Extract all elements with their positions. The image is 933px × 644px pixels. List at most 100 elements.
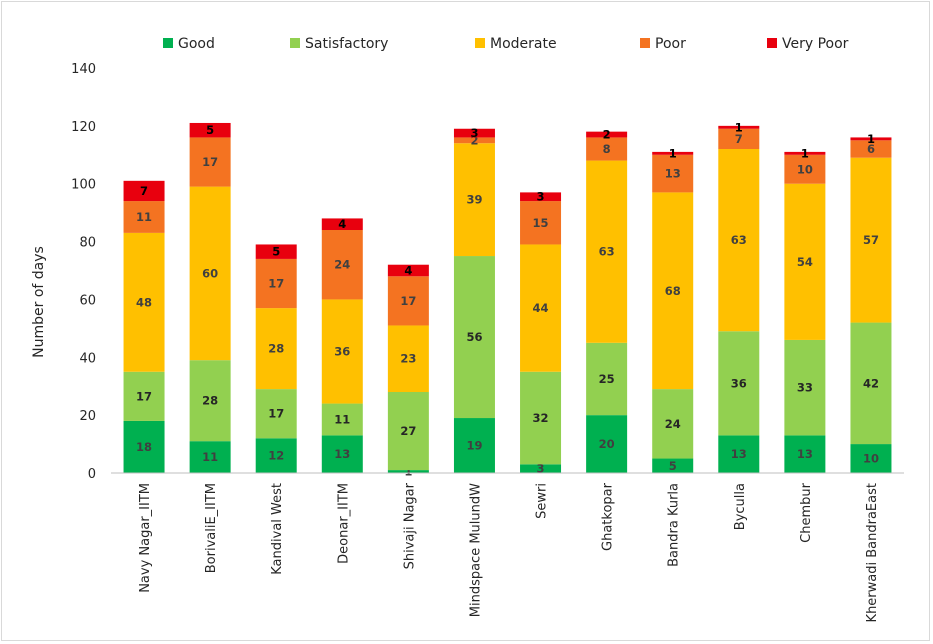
x-tick-label: Kandival West [270, 483, 285, 575]
bar-stack-sewri: 3 32 44 15 3 [520, 190, 562, 476]
bar-segment-very-poor [189, 122, 231, 138]
data-label-very-poor: 1 [867, 132, 875, 146]
bar-stack-navy-nagar-iitm: 18 17 48 11 7 [123, 180, 165, 473]
y-tick-label: 80 [79, 236, 96, 251]
bar-segment-poor [189, 137, 231, 187]
data-label-satisfactory: 36 [731, 376, 747, 390]
legend-label: Very Poor [782, 36, 849, 52]
data-label-moderate: 57 [863, 233, 879, 247]
x-tick-label: Ghatkopar [601, 482, 616, 551]
bar-stack-chembur: 13 33 54 10 1 [784, 146, 826, 473]
bar-segment-poor [453, 137, 495, 144]
bar-segment-moderate [718, 149, 760, 332]
bar-segment-satisfactory [520, 371, 562, 465]
x-tick-label: Mindspace MulundW [468, 483, 483, 617]
data-label-satisfactory: 11 [334, 412, 350, 426]
data-label-very-poor: 3 [470, 126, 478, 140]
legend-item-satisfactory: Satisfactory [290, 36, 388, 52]
bar-segment-poor [321, 230, 363, 300]
bar-segment-moderate [850, 157, 892, 323]
bar-segment-very-poor [123, 180, 165, 202]
data-label-good: 3 [537, 462, 545, 476]
data-label-satisfactory: 42 [863, 376, 879, 390]
bar-segment-satisfactory [453, 256, 495, 419]
legend-swatch [640, 38, 650, 48]
bar-segment-good [321, 435, 363, 473]
data-label-moderate: 63 [599, 245, 615, 259]
x-tick-label: Shivaji Nagar [402, 482, 417, 569]
data-label-poor: 24 [334, 258, 350, 272]
data-label-poor: 7 [735, 132, 743, 146]
data-label-very-poor: 4 [338, 217, 346, 231]
data-label-moderate: 36 [334, 345, 350, 359]
x-tick-label: Navy Nagar_IITM [138, 483, 153, 593]
data-label-poor: 6 [867, 142, 875, 156]
bar-stack-mindspace-mulundw: 19 56 39 23 [453, 126, 495, 473]
data-label-moderate: 23 [400, 352, 416, 366]
bar-stack-borivalie-iitm: 11 28 60 17 5 [189, 122, 231, 473]
bar-segment-poor [784, 154, 826, 184]
legend-label: Good [178, 36, 215, 52]
legend-label: Moderate [490, 36, 557, 52]
y-tick-label: 100 [71, 178, 96, 193]
data-label-satisfactory: 17 [136, 389, 152, 403]
bar-segment-moderate [387, 325, 429, 392]
bar-stack-deonar-iitm: 13 11 36 24 4 [321, 217, 363, 473]
y-tick-label: 120 [71, 120, 96, 135]
bar-segment-poor [718, 128, 760, 149]
bar-stack-kherwadi-bandraeast: 10 42 57 61 [850, 132, 892, 473]
bar-segment-good [784, 435, 826, 473]
bar-segment-good [520, 464, 562, 473]
bar-segment-satisfactory [255, 389, 297, 439]
data-label-very-poor: 4 [404, 264, 412, 278]
bar-segment-satisfactory [850, 322, 892, 445]
data-label-satisfactory: 27 [400, 424, 416, 438]
bar-segment-moderate [784, 183, 826, 340]
bar-segment-satisfactory [652, 389, 694, 459]
bar-segment-very-poor [850, 137, 892, 141]
data-label-poor: 11 [136, 210, 152, 224]
legend-item-moderate: Moderate [475, 36, 557, 52]
data-label-good: 13 [731, 447, 747, 461]
data-label-poor: 17 [268, 277, 284, 291]
y-axis: 0 20 40 60 80 100 120 140 [71, 62, 96, 482]
bar-segment-moderate [189, 186, 231, 361]
y-tick-label: 140 [71, 62, 96, 77]
data-label-good: 10 [863, 452, 879, 466]
data-label-good: 11 [202, 450, 218, 464]
data-label-moderate: 28 [268, 342, 284, 356]
data-label-good: 13 [334, 447, 350, 461]
legend-swatch [767, 38, 777, 48]
x-tick-label: Chembur [799, 482, 814, 542]
bar-segment-very-poor [652, 151, 694, 155]
data-label-good: 5 [669, 459, 677, 473]
bar-segment-very-poor [784, 151, 826, 155]
bar-segment-very-poor [387, 264, 429, 277]
bar-segment-satisfactory [123, 371, 165, 421]
bar-segment-good [255, 438, 297, 473]
bar-stack-ghatkopar: 20 25 63 82 [586, 128, 628, 473]
data-label-satisfactory: 32 [533, 411, 549, 425]
y-axis-label: Number of days [31, 246, 47, 358]
bar-segment-good [586, 415, 628, 473]
bar-segment-moderate [652, 192, 694, 390]
data-label-moderate: 54 [797, 255, 813, 269]
bar-segment-very-poor [718, 125, 760, 129]
y-tick-label: 40 [79, 351, 96, 366]
data-label-very-poor: 7 [140, 184, 148, 198]
data-label-very-poor: 3 [537, 190, 545, 204]
bar-segment-good [652, 458, 694, 473]
data-label-poor: 17 [400, 294, 416, 308]
data-label-moderate: 60 [202, 266, 218, 280]
data-label-very-poor: 5 [206, 123, 214, 137]
data-label-poor: 13 [665, 167, 681, 181]
bar-segment-very-poor [520, 192, 562, 202]
data-label-satisfactory: 17 [268, 407, 284, 421]
bar-segment-very-poor [255, 244, 297, 259]
data-label-moderate: 63 [731, 233, 747, 247]
data-label-poor: 10 [797, 162, 813, 176]
data-label-poor: 17 [202, 155, 218, 169]
legend-swatch [290, 38, 300, 48]
bar-segment-poor [850, 140, 892, 158]
